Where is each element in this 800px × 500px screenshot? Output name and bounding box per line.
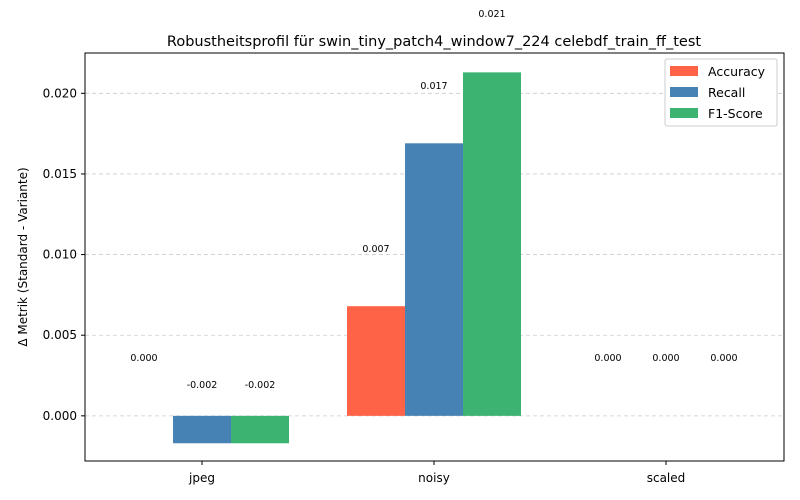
data-label: 0.000 [652, 353, 679, 364]
x-tick-label: jpeg [188, 471, 215, 485]
x-axis: jpeg noisy scaled [188, 461, 685, 485]
chart-title: Robustheitsprofil für swin_tiny_patch4_w… [167, 34, 701, 50]
legend-label: Recall [708, 85, 745, 100]
y-tick-label: 0.020 [43, 86, 77, 100]
y-tick-label: 0.005 [43, 328, 77, 342]
y-axis: 0.000 0.005 0.010 0.015 0.020 [43, 86, 85, 423]
x-tick-label: scaled [647, 471, 686, 485]
legend-label: F1-Score [708, 106, 763, 121]
bar-f1-score-jpeg [231, 415, 289, 444]
data-label: 0.000 [710, 353, 737, 364]
data-label: 0.007 [362, 244, 389, 255]
bar-f1-score-noisy [463, 72, 521, 416]
y-tick-label: 0.010 [43, 248, 77, 262]
bar-recall-noisy [405, 143, 463, 416]
y-tick-label: 0.000 [43, 409, 77, 423]
data-label: -0.002 [245, 380, 276, 391]
bar-recall-jpeg [173, 415, 231, 444]
legend-swatch [670, 108, 698, 118]
y-axis-label: Δ Metrik (Standard - Variante) [16, 167, 30, 346]
data-label: -0.002 [187, 380, 218, 391]
legend: Accuracy Recall F1-Score [664, 58, 778, 127]
data-label: 0.000 [130, 353, 157, 364]
data-label: 0.021 [478, 9, 505, 20]
legend-swatch [670, 66, 698, 76]
x-tick-label: noisy [418, 471, 450, 485]
bar-accuracy-noisy [347, 306, 405, 416]
data-label: 0.017 [420, 81, 447, 92]
legend-swatch [670, 87, 698, 97]
legend-label: Accuracy [708, 64, 766, 79]
data-labels: 0.000 -0.002 -0.002 0.007 0.017 0.021 0.000 0.0… [130, 9, 737, 391]
bars [173, 72, 521, 444]
y-tick-label: 0.015 [43, 167, 77, 181]
data-label: 0.000 [594, 353, 621, 364]
